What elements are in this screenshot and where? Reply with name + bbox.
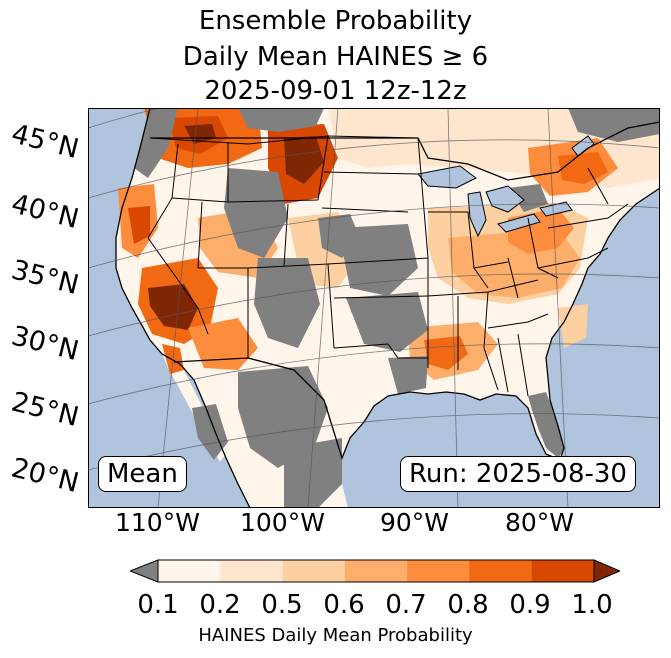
lat-label-35: 35°N: [8, 254, 82, 302]
colorbar-tick-0.2: 0.2: [199, 590, 241, 620]
no-data-layer: [134, 108, 660, 508]
west-coastline: [115, 108, 251, 508]
lat-label-40: 40°N: [8, 188, 82, 236]
colorbar-bin-2: [220, 560, 284, 582]
colorbar-under-triangle: [130, 559, 159, 583]
lon-label-100w: 100°W: [240, 508, 325, 537]
run-date-box: Run: 2025-08-30: [400, 456, 636, 492]
colorbar-tick-0.6: 0.6: [323, 590, 365, 620]
lat-label-30: 30°N: [8, 320, 82, 368]
colorbar-over-triangle: [593, 559, 620, 583]
graticule: [88, 108, 660, 508]
lon-label-90w: 90°W: [380, 508, 450, 537]
colorbar-bin-4: [344, 560, 408, 582]
colorbar-bin-5: [407, 560, 470, 582]
statistic-box: Mean: [98, 456, 187, 492]
map-title-line-1: Ensemble Probability: [198, 6, 473, 36]
great-lakes: [417, 135, 595, 238]
lat-label-20: 20°N: [8, 452, 82, 500]
lon-label-110w: 110°W: [115, 508, 200, 537]
colorbar-tick-0.5: 0.5: [261, 590, 303, 620]
colorbar-bin-3: [282, 560, 346, 582]
colorbar-frame: [157, 559, 595, 583]
lon-label-80w: 80°W: [505, 508, 575, 537]
colorbar-tick-0.8: 0.8: [447, 590, 489, 620]
map-title-line-2: Daily Mean HAINES ≥ 6: [182, 42, 489, 72]
colorbar-bin-7: [531, 560, 595, 582]
canada-border: [150, 121, 660, 181]
colorbar-tick-1.0: 1.0: [571, 590, 613, 620]
colorbar-bin-1: [158, 560, 221, 582]
probability-map: [88, 108, 660, 508]
lat-label-25: 25°N: [8, 386, 82, 434]
map-title-line-3: 2025-09-01 12z-12z: [204, 76, 467, 106]
land-florida: [528, 392, 564, 458]
probability-fill-layer: [118, 108, 660, 380]
border-and-gulf-coast: [173, 187, 660, 461]
lat-label-45: 45°N: [8, 118, 82, 166]
colorbar-tick-0.9: 0.9: [509, 590, 551, 620]
map-frame: [88, 108, 660, 508]
colorbar: [130, 559, 620, 583]
colorbar-tick-0.1: 0.1: [137, 590, 179, 620]
state-borders: [147, 135, 629, 397]
colorbar-label: HAINES Daily Mean Probability: [198, 625, 473, 646]
colorbar-tick-0.7: 0.7: [385, 590, 427, 620]
colorbar-bin-6: [469, 560, 533, 582]
